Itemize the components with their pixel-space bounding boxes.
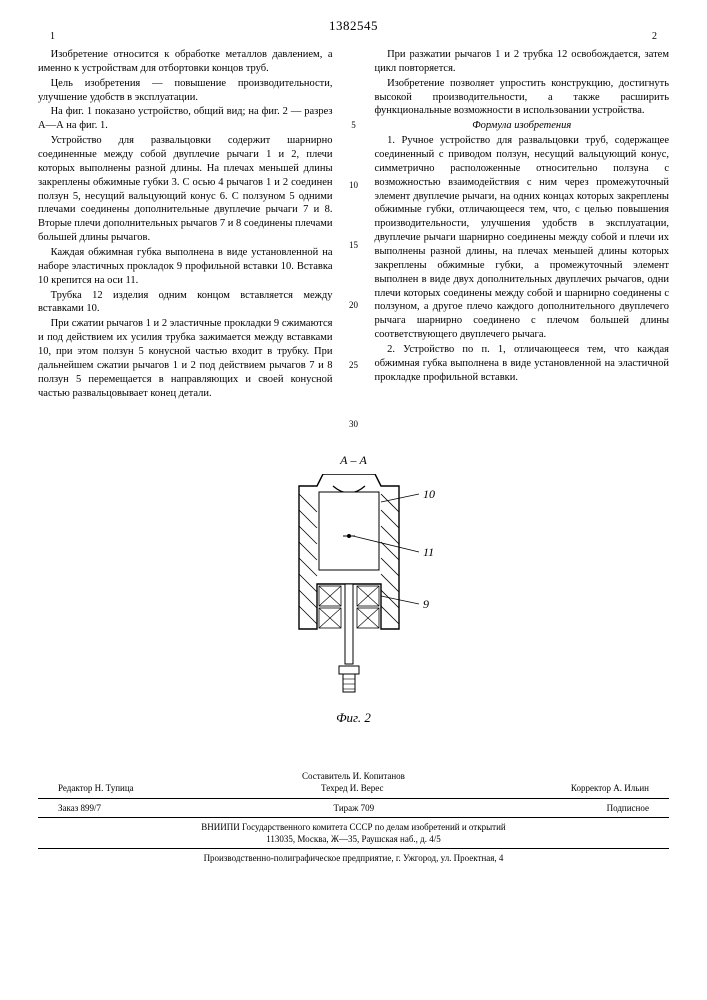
para: При сжатии рычагов 1 и 2 эластичные прок… [38,317,333,400]
figure-caption: Фиг. 2 [38,710,669,726]
line-number: 20 [349,300,358,312]
two-column-text: 1 Изобретение относится к обработке мета… [38,48,669,431]
line-number: 5 [351,120,356,132]
figure-svg: 10 11 9 [259,474,449,704]
line-number: 15 [349,240,358,252]
claim: 2. Устройство по п. 1, отличающееся тем,… [375,343,670,385]
para: При разжатии рычагов 1 и 2 трубка 12 осв… [375,48,670,76]
composer: Составитель И. Копитанов [38,770,669,782]
claims-heading: Формула изобретения [375,119,670,133]
techred: Техред И. Верес [321,782,383,794]
order-number: Заказ 899/7 [58,802,101,814]
line-number: 30 [349,419,358,431]
imprint-footer: Составитель И. Копитанов Редактор Н. Туп… [38,770,669,864]
para: На фиг. 1 показано устройство, общий вид… [38,105,333,133]
figure-label-9: 9 [423,597,429,611]
left-column: 1 Изобретение относится к обработке мета… [38,48,333,431]
print-run: Тираж 709 [334,802,375,814]
divider [38,848,669,849]
line-number: 10 [349,180,358,192]
figure-label-10: 10 [423,487,435,501]
page-number-left: 1 [50,30,55,43]
publisher-org: ВНИИПИ Государственного комитета СССР по… [38,821,669,833]
figure-section-label: А – А [38,453,669,468]
right-column: 2 При разжатии рычагов 1 и 2 трубка 12 о… [375,48,670,431]
claim: 1. Ручное устройство для развальцовки тр… [375,134,670,342]
para: Устройство для развальцовки содержит шар… [38,134,333,245]
document-number: 1382545 [38,18,669,34]
para: Каждая обжимная губка выполнена в виде у… [38,246,333,288]
publisher-address: 113035, Москва, Ж—35, Раушская наб., д. … [38,833,669,845]
corrector: Корректор А. Ильин [571,782,649,794]
divider [38,817,669,818]
divider [38,798,669,799]
line-number-gutter: 5 10 15 20 25 30 [347,48,361,431]
printing-house: Производственно-полиграфическое предприя… [38,852,669,864]
para: Цель изобретения — повышение производите… [38,77,333,105]
footer-row-2: Заказ 899/7 Тираж 709 Подписное [38,802,669,814]
footer-row-1: Редактор Н. Тупица Техред И. Верес Корре… [38,782,669,794]
page-number-right: 2 [652,30,657,43]
para: Трубка 12 изделия одним концом вставляет… [38,289,333,317]
figure-block: А – А [38,453,669,726]
patent-page: 1382545 1 Изобретение относится к обрабо… [0,0,707,882]
editor: Редактор Н. Тупица [58,782,134,794]
line-number: 25 [349,360,358,372]
para: Изобретение относится к обработке металл… [38,48,333,76]
figure-label-11: 11 [423,545,434,559]
para: Изобретение позволяет упростить конструк… [375,77,670,119]
subscription: Подписное [607,802,649,814]
